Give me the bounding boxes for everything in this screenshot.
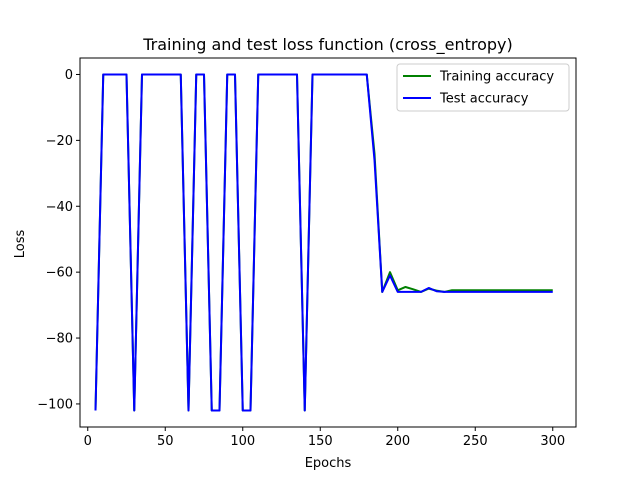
y-tick-label: −20: [46, 134, 73, 149]
x-axis-ticks: 0 50 100 150 200 250 300: [84, 427, 565, 449]
x-tick-label: 300: [540, 434, 565, 449]
x-tick-label: 0: [84, 434, 92, 449]
legend-box: [396, 63, 570, 112]
legend: Training accuracy Test accuracy: [396, 63, 570, 112]
series-line-0: [94, 73, 553, 412]
plot-frame: [79, 57, 577, 428]
chart-title: Training and test loss function (cross_e…: [142, 35, 513, 55]
legend-label-0: Training accuracy: [439, 70, 554, 85]
y-axis-ticks: 0 −20 −40 −60 −80 −100: [37, 68, 80, 412]
x-tick-label: 200: [385, 434, 410, 449]
y-tick-label: −100: [37, 397, 73, 412]
x-tick-label: 50: [157, 434, 174, 449]
x-tick-label: 250: [463, 434, 488, 449]
legend-label-1: Test accuracy: [439, 92, 529, 107]
y-tick-label: −80: [46, 332, 73, 347]
y-tick-label: −40: [46, 200, 73, 215]
plot-area: [79, 57, 577, 428]
x-axis-label: Epochs: [305, 456, 352, 471]
y-tick-label: 0: [65, 68, 73, 83]
x-tick-label: 100: [230, 434, 255, 449]
y-axis-label: Loss: [13, 230, 28, 259]
y-tick-label: −60: [46, 266, 73, 281]
x-tick-label: 150: [308, 434, 333, 449]
series-line-1: [94, 73, 553, 412]
